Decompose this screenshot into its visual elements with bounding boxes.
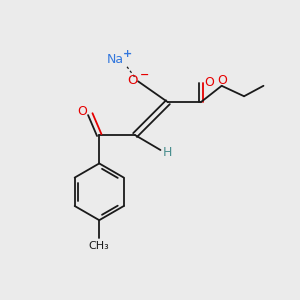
Text: Na: Na — [106, 53, 124, 66]
Text: O: O — [204, 76, 214, 89]
Text: CH₃: CH₃ — [89, 241, 110, 250]
Text: O: O — [128, 74, 138, 87]
Text: +: + — [122, 49, 132, 59]
Text: H: H — [162, 146, 172, 159]
Text: −: − — [140, 70, 150, 80]
Text: O: O — [77, 105, 87, 118]
Text: O: O — [218, 74, 227, 87]
